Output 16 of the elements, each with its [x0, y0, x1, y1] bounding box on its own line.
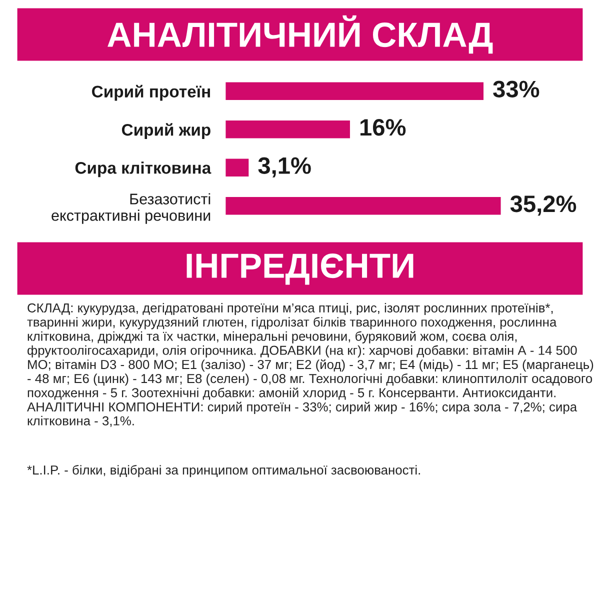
y-tick-label: Безазотисті екстрактивні речовини	[52, 193, 210, 224]
bar	[225, 157, 250, 178]
bar	[225, 80, 485, 102]
y-tick-label: Сирий протеїн	[92, 84, 210, 101]
bar	[225, 119, 352, 140]
text: *L.I.P. - білки, відібрані за принципом оптимальної засвоюваності.	[27, 465, 420, 478]
text: СКЛАД: кукурудза, дегідратовані протеїни м’яса птиці, рис, ізолят рослинних протеїнів*, тваринні жири, кукурудзяний глютен, гідролізат білків тваринного походження, рослинна клітковина, дріжджі та їх частки, мінеральні речовини, буряковий жом, соєва олія, фруктоолігосахариди, олія огірочника. ДОБАВКИ (на кг): харчові добавки: вітамін А - 14 500 МО; вітамін D3 - 800 МО; Е1 (залізо) - 37 мг; Е2 (йод) - 3,7 мг; Е4 (мідь) - 11 мг; Е5 (марганець) - 48 мг; Е6 (цинк) - 143 мг; Е8 (селен) - 0,08 мг. Технологічні добавки: клиноптилоліт осадового походження - 5 г. Зоотехнічні добавки: амоній хлорид - 5 г. Консерванти. Антиоксиданти. АНАЛІТИЧНІ КОМПОНЕНТИ: сирий протеїн - 33%; сирий жир - 16%; сира зола - 7,2%; сира клітковина - 3,1%.	[27, 303, 594, 427]
y-tick-label: Сирий жир	[122, 123, 210, 140]
bar	[225, 196, 502, 216]
data-label: 35,2%	[510, 195, 576, 216]
data-label: 3,1%	[258, 157, 311, 178]
data-label: 16%	[360, 118, 406, 136]
chart-title: АНАЛІТИЧНИЙ СКЛАД	[108, 15, 493, 54]
y-tick-label: Сира клітковина	[75, 162, 212, 178]
text: ІНГРЕДІЄНТИ	[186, 254, 414, 285]
data-label: 33%	[493, 80, 540, 98]
